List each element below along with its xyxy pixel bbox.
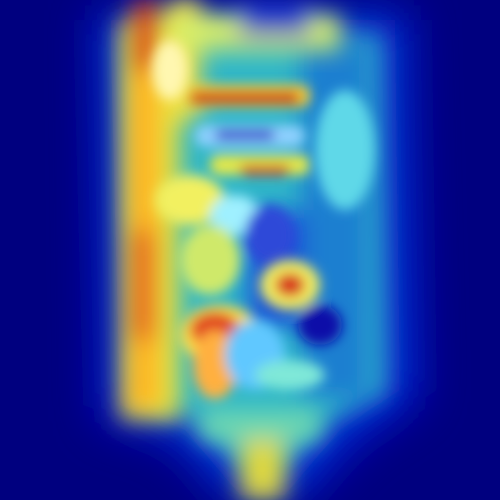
upper-red-stroke bbox=[185, 85, 310, 175]
top-left-highlight bbox=[152, 40, 188, 100]
top-band bbox=[170, 5, 340, 50]
middle-details bbox=[155, 90, 375, 295]
lower-red-blob bbox=[180, 305, 325, 400]
bottom-stem bbox=[200, 410, 320, 500]
right-hot-spot bbox=[260, 260, 342, 345]
